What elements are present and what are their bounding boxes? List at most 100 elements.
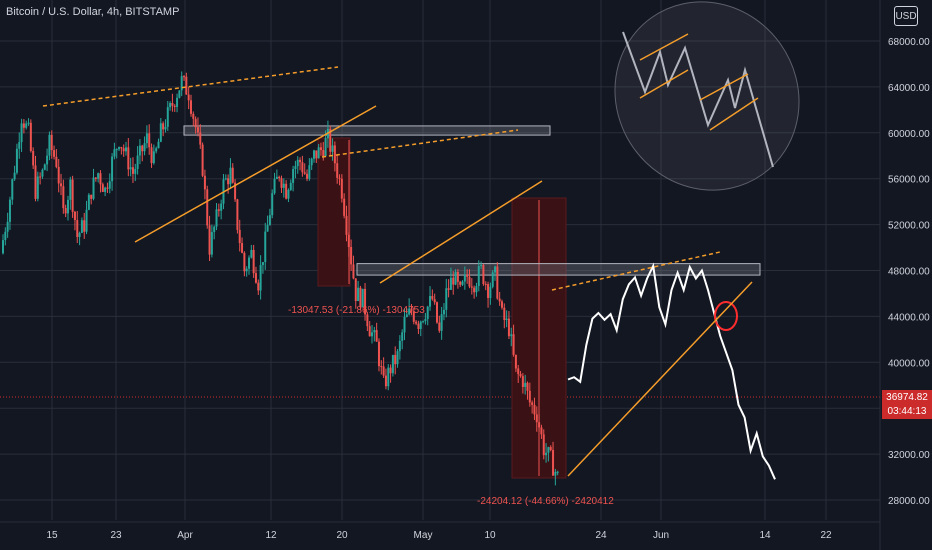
candle-body: [173, 105, 176, 107]
candle-body: [454, 271, 457, 285]
candle-body: [538, 422, 541, 428]
candle-body: [282, 183, 285, 188]
candle-body: [496, 266, 499, 299]
candle-body: [62, 186, 65, 209]
inset-channel-line: [709, 97, 759, 131]
candle-body: [264, 231, 267, 263]
candle-body: [463, 274, 466, 282]
candle-body: [166, 107, 169, 127]
candle-body: [183, 76, 186, 78]
candle-body: [289, 182, 292, 190]
candle-body: [217, 209, 220, 211]
candle-body: [8, 199, 11, 222]
candle-body: [261, 262, 264, 266]
candle-body: [39, 176, 42, 178]
candle-body: [468, 276, 471, 287]
candle-body: [92, 177, 95, 199]
candle-body: [111, 156, 114, 182]
drop1-label: -13047.53 (-21.86%) -1304753: [288, 305, 425, 316]
candle-body: [517, 368, 520, 375]
candle-body: [440, 314, 443, 331]
candle-body: [15, 148, 18, 173]
lower-trendline-3: [567, 281, 753, 477]
candle-body: [514, 354, 517, 369]
candle-body: [294, 166, 297, 170]
upper-trendline-2: [321, 129, 519, 158]
candle-body: [419, 321, 422, 330]
candle-body: [238, 229, 241, 244]
candle-body: [66, 199, 69, 214]
candle-body: [445, 288, 448, 310]
candle-body: [268, 215, 271, 226]
x-tick-label: 22: [820, 530, 832, 541]
candle-body: [545, 452, 548, 456]
inset-channel-line: [639, 69, 689, 99]
candle-body: [215, 209, 218, 227]
candle-body: [169, 103, 172, 108]
lower-trendline-2: [379, 180, 543, 284]
x-tick-label: 10: [484, 530, 496, 541]
candle-body: [271, 193, 274, 216]
y-tick-label: 68000.00: [888, 37, 930, 48]
candle-body: [73, 211, 76, 221]
projection-line: [567, 262, 776, 480]
candle-body: [80, 220, 83, 233]
candle-body: [315, 150, 318, 159]
candle-body: [6, 221, 9, 232]
candle-body: [280, 178, 283, 188]
upper-trendline-3: [551, 251, 721, 291]
candle-body: [542, 434, 545, 456]
candle-body: [201, 144, 204, 176]
resistance-zones: [183, 125, 761, 276]
candle-body: [20, 123, 23, 143]
candle-body: [375, 330, 378, 342]
candle-body: [25, 123, 28, 128]
candle-body: [366, 314, 369, 327]
candle-body: [194, 118, 197, 128]
candle-body: [449, 277, 452, 290]
candle-body: [199, 132, 202, 145]
candle-body: [275, 176, 278, 179]
x-tick-label: 12: [265, 530, 277, 541]
candle-body: [155, 148, 158, 152]
candle-body: [245, 268, 248, 272]
candle-body: [438, 322, 441, 331]
candle-body: [106, 187, 109, 189]
candle-body: [143, 143, 146, 152]
candle-body: [507, 318, 510, 337]
candle-body: [364, 288, 367, 315]
candle-body: [394, 354, 397, 365]
candle-body: [549, 447, 552, 451]
candle-body: [368, 326, 371, 337]
candle-body: [136, 155, 139, 169]
candle-body: [554, 471, 557, 476]
candle-body: [64, 208, 67, 214]
candle-body: [447, 288, 450, 290]
candle-body: [410, 308, 413, 312]
candle-body: [408, 308, 411, 315]
candle-body: [187, 94, 190, 101]
candle-body: [552, 450, 555, 476]
y-tick-label: 64000.00: [888, 83, 930, 94]
candle-body: [324, 138, 327, 157]
candle-body: [505, 318, 508, 321]
candle-body: [498, 298, 501, 302]
candle-body: [85, 209, 88, 232]
currency-button[interactable]: USD: [894, 6, 918, 26]
y-tick-label: 48000.00: [888, 267, 930, 278]
candle-body: [27, 122, 30, 124]
candle-body: [292, 169, 295, 183]
inset-pattern-line: [622, 31, 774, 168]
x-tick-label: 24: [595, 530, 607, 541]
candle-body: [296, 159, 299, 167]
candle-body: [433, 299, 436, 303]
candle-body: [164, 126, 167, 130]
candles: [2, 71, 559, 486]
candle-body: [125, 147, 128, 152]
candle-body: [229, 167, 232, 185]
candle-body: [76, 220, 79, 237]
candle-body: [94, 177, 97, 179]
candle-body: [382, 366, 385, 376]
candle-body: [435, 302, 438, 323]
